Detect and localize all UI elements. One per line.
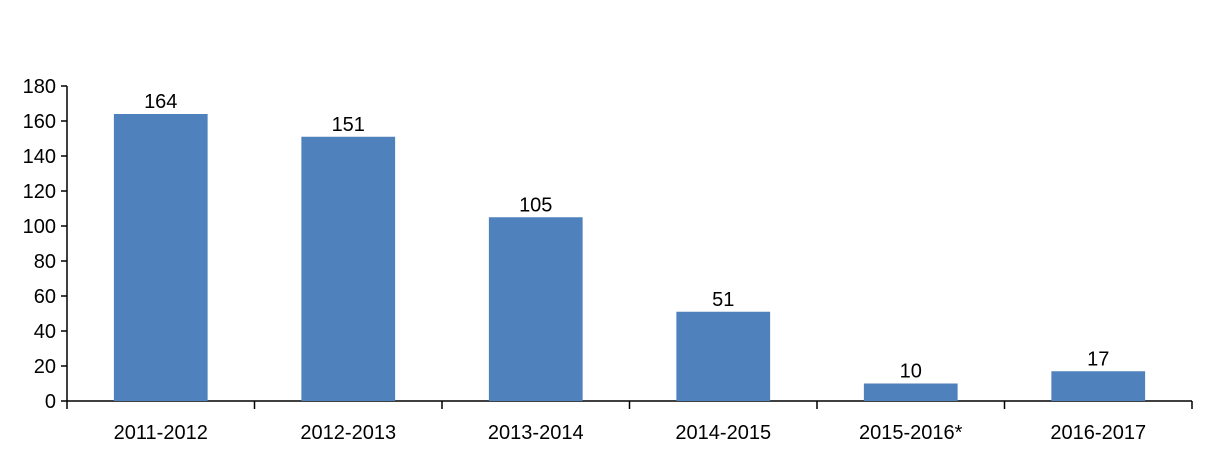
- y-tick-label: 120: [23, 181, 56, 203]
- bar-2011-2012: [113, 114, 208, 401]
- y-tick-label: 180: [23, 76, 56, 98]
- x-category-label: 2014-2015: [675, 422, 771, 444]
- y-tick-label: 40: [34, 321, 56, 343]
- y-tick-label: 60: [34, 286, 56, 308]
- y-tick-label: 140: [23, 146, 56, 168]
- data-labels: 164 151 105 51 10 17: [144, 91, 1109, 383]
- x-category-label: 2015-2016*: [859, 422, 963, 444]
- bar-value-label: 164: [144, 91, 177, 113]
- y-tick-label: 80: [34, 251, 56, 273]
- x-axis: 2011-2012 2012-2013 2013-2014 2014-2015 2015…: [66, 400, 1193, 444]
- y-tick-label: 20: [34, 356, 56, 378]
- y-axis: 0 20 40 60 80 100 120 140 160 180: [23, 76, 68, 413]
- bar-2016-2017: [1051, 371, 1146, 401]
- y-tick-label: 0: [45, 391, 56, 413]
- bar-value-label: 17: [1087, 348, 1109, 370]
- bar-value-label: 151: [332, 114, 365, 136]
- bar-value-label: 51: [712, 289, 734, 311]
- x-category-label: 2013-2014: [488, 422, 584, 444]
- bar-value-label: 105: [519, 194, 552, 216]
- y-tick-label: 160: [23, 111, 56, 133]
- x-category-label: 2012-2013: [300, 422, 396, 444]
- bar-2014-2015: [676, 311, 771, 401]
- y-tick-label: 100: [23, 216, 56, 238]
- bar-2015-2016*: [863, 383, 958, 401]
- bars: [113, 114, 1146, 401]
- x-category-label: 2011-2012: [114, 422, 208, 444]
- bar-2012-2013: [301, 136, 396, 401]
- x-category-label: 2016-2017: [1050, 422, 1146, 444]
- bar-2013-2014: [488, 217, 583, 401]
- bar-value-label: 10: [900, 361, 922, 383]
